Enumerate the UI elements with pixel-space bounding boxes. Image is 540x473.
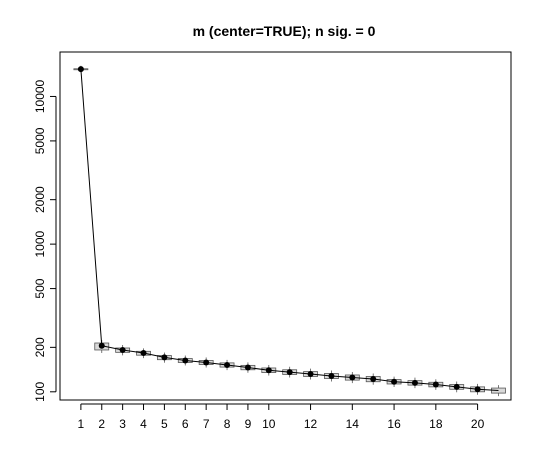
data-point [203, 359, 210, 366]
data-point [244, 364, 251, 371]
y-tick-label: 100 [33, 381, 47, 401]
data-point [307, 370, 314, 377]
x-tick-label: 8 [224, 417, 231, 431]
y-tick-label: 200 [33, 337, 47, 357]
x-tick-label: 18 [429, 417, 443, 431]
x-tick-label: 4 [140, 417, 147, 431]
data-point [286, 369, 293, 376]
data-point [349, 374, 356, 381]
data-point [328, 372, 335, 379]
x-tick-label: 7 [203, 417, 210, 431]
data-point [391, 378, 398, 385]
y-tick-label: 10000 [33, 79, 47, 113]
y-tick-label: 1000 [33, 230, 47, 257]
x-tick-label: 9 [245, 417, 252, 431]
data-point [161, 354, 168, 361]
data-point [182, 357, 189, 364]
data-points [77, 66, 481, 393]
x-tick-label: 1 [78, 417, 85, 431]
x-axis: 1 2 3 4 5 6 7 8 9 10 12 14 16 18 20 [78, 403, 485, 431]
plot-frame [59, 51, 512, 401]
data-point [119, 346, 126, 353]
x-tick-label: 16 [387, 417, 401, 431]
data-point [370, 376, 377, 383]
y-tick-label: 500 [33, 278, 47, 298]
range-boxes [73, 65, 506, 397]
data-point [98, 342, 105, 349]
x-tick-label: 5 [161, 417, 168, 431]
x-tick-label: 6 [182, 417, 189, 431]
data-point [77, 66, 84, 73]
data-point [474, 386, 481, 393]
x-tick-label: 14 [346, 417, 360, 431]
y-tick-label: 2000 [33, 186, 47, 213]
data-point [432, 381, 439, 388]
data-point [411, 379, 418, 386]
data-point [453, 383, 460, 390]
data-point [265, 367, 272, 374]
x-tick-label: 2 [98, 417, 105, 431]
x-tick-label: 3 [119, 417, 126, 431]
x-tick-label: 20 [471, 417, 485, 431]
chart-title: m (center=TRUE); n sig. = 0 [193, 23, 376, 39]
series-line [80, 69, 499, 392]
y-axis: 100 200 500 1000 2000 5000 10000 [33, 79, 57, 402]
data-point [140, 350, 147, 357]
y-tick-label: 5000 [33, 127, 47, 154]
x-tick-label: 10 [262, 417, 276, 431]
x-tick-label: 12 [304, 417, 318, 431]
data-point [224, 361, 231, 368]
